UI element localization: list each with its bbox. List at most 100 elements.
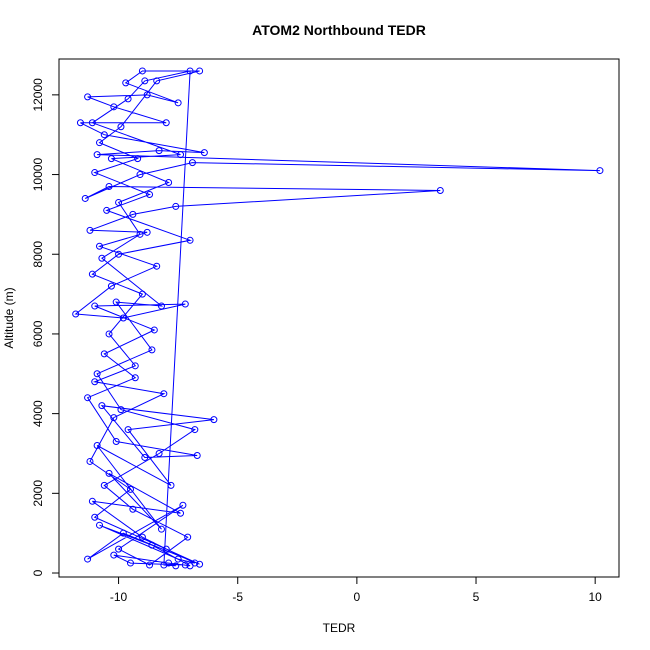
data-point — [141, 77, 149, 85]
data-point — [162, 119, 170, 127]
data-point — [112, 438, 120, 446]
data-point — [174, 99, 182, 107]
data-point — [160, 561, 168, 569]
data-point — [124, 95, 132, 103]
x-tick-label: -10 — [110, 590, 128, 604]
data-point — [186, 236, 194, 244]
y-axis-label: Altitude (m) — [2, 287, 16, 348]
plot-frame — [58, 58, 620, 578]
data-point — [91, 513, 99, 521]
data-point — [100, 131, 108, 139]
data-point — [96, 521, 104, 529]
data-point — [117, 406, 125, 414]
data-point — [165, 179, 173, 187]
y-tick-label: 8000 — [31, 241, 45, 268]
data-point — [107, 282, 115, 290]
data-point — [153, 262, 161, 270]
data-point — [98, 254, 106, 262]
data-point — [143, 91, 151, 99]
data-point — [162, 545, 170, 553]
data-point — [129, 210, 137, 218]
x-tick-label: 0 — [354, 590, 361, 604]
data-point — [105, 183, 113, 191]
data-point — [196, 67, 204, 75]
data-point — [191, 559, 199, 567]
data-point — [155, 147, 163, 155]
data-point — [138, 533, 146, 541]
data-point — [138, 290, 146, 298]
data-point — [91, 378, 99, 386]
data-point — [115, 545, 123, 553]
data-point — [131, 374, 139, 382]
data-point — [179, 501, 187, 509]
data-point — [172, 562, 180, 570]
data-point — [93, 151, 101, 159]
data-point — [93, 370, 101, 378]
data-point — [119, 314, 127, 322]
data-point — [115, 250, 123, 258]
data-point — [188, 159, 196, 167]
x-axis: -10 -5 0 5 10 — [110, 576, 602, 604]
data-point — [86, 457, 94, 465]
data-point — [157, 525, 165, 533]
y-tick-label: 6000 — [31, 320, 45, 347]
data-point — [84, 555, 92, 563]
data-point — [107, 155, 115, 163]
data-point — [126, 559, 134, 567]
y-tick-label: 10000 — [31, 158, 45, 192]
y-axis: 0 2000 4000 6000 8000 10000 12000 — [31, 78, 60, 576]
data-point — [110, 103, 118, 111]
data-point — [136, 230, 144, 238]
data-point — [91, 169, 99, 177]
data-point — [88, 497, 96, 505]
y-tick-label: 2000 — [31, 480, 45, 507]
data-point — [146, 561, 154, 569]
x-tick-label: 5 — [473, 590, 480, 604]
y-tick-label: 0 — [31, 569, 45, 576]
data-point — [103, 206, 111, 214]
data-point — [105, 330, 113, 338]
data-point — [167, 481, 175, 489]
data-point — [117, 123, 125, 131]
data-point — [84, 394, 92, 402]
data-point — [177, 151, 185, 159]
data-point — [193, 451, 201, 459]
data-point — [119, 529, 127, 537]
data-point — [81, 194, 89, 202]
data-point — [157, 302, 165, 310]
data-point — [72, 310, 80, 318]
data-point — [84, 93, 92, 101]
data-point — [110, 414, 118, 422]
data-point — [191, 426, 199, 434]
data-point — [141, 453, 149, 461]
data-point — [436, 186, 444, 194]
data-point — [129, 505, 137, 513]
data-point — [122, 79, 130, 87]
data-point — [105, 469, 113, 477]
data-point — [177, 509, 185, 517]
data-point — [91, 302, 99, 310]
data-point — [76, 119, 84, 127]
data-series — [72, 67, 604, 570]
data-point — [181, 561, 189, 569]
data-point — [98, 402, 106, 410]
series-line — [74, 70, 600, 567]
data-point — [86, 226, 94, 234]
data-point — [155, 449, 163, 457]
data-point — [196, 560, 204, 568]
x-axis-label: TEDR — [323, 621, 356, 635]
data-point — [112, 298, 120, 306]
data-point — [136, 171, 144, 179]
data-point — [100, 350, 108, 358]
data-point — [153, 77, 161, 85]
data-point — [100, 481, 108, 489]
data-point — [148, 541, 156, 549]
data-point — [146, 190, 154, 198]
data-point — [184, 533, 192, 541]
data-point — [186, 67, 194, 75]
data-point — [172, 202, 180, 210]
data-point — [88, 119, 96, 127]
data-point — [148, 346, 156, 354]
data-point — [110, 551, 118, 559]
